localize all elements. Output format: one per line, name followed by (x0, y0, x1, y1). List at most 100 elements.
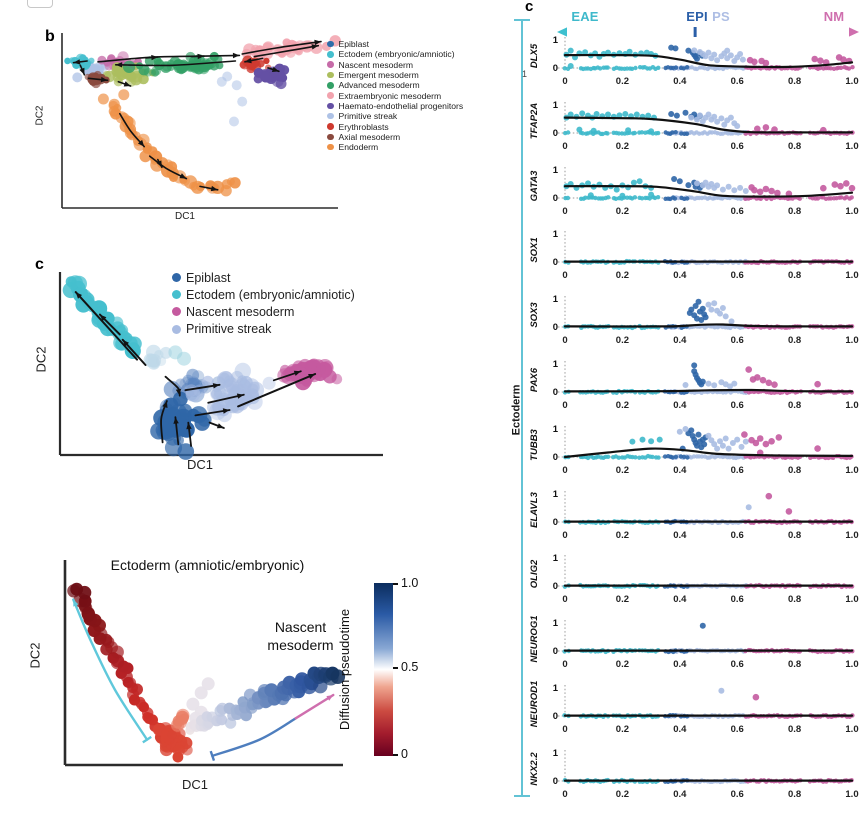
panel-b-label: b (45, 28, 55, 45)
svg-text:0: 0 (562, 594, 567, 605)
svg-text:PAX6: PAX6 (529, 367, 540, 392)
svg-text:ELAVL3: ELAVL3 (529, 491, 540, 527)
legend-swatch (327, 71, 334, 79)
legend-label: Emergent mesoderm (338, 70, 419, 81)
gene-plot: 1 0 TFAP2A 0 0.2 0.4 0.6 0.8 1.0 (529, 100, 859, 152)
svg-text:0.8: 0.8 (788, 789, 801, 800)
svg-text:1.0: 1.0 (845, 270, 858, 281)
legend-swatch (327, 133, 334, 141)
legend-swatch (327, 123, 334, 130)
colorbar-tick-label: 0.5 (401, 659, 419, 674)
svg-text:0.8: 0.8 (788, 270, 801, 281)
svg-text:0.6: 0.6 (731, 789, 744, 800)
legend-item: Epiblast (172, 269, 355, 286)
legend-swatch (327, 112, 334, 120)
gene-plot: 1 0 NEUROD1 0 0.2 0.4 0.6 0.8 1.0 (529, 681, 859, 735)
svg-text:0.4: 0.4 (673, 465, 687, 476)
svg-text:0.4: 0.4 (673, 335, 687, 346)
svg-text:1.0: 1.0 (845, 335, 858, 346)
svg-text:0.2: 0.2 (616, 76, 629, 87)
annotation-line2: mesoderm (267, 637, 334, 654)
svg-text:1: 1 (553, 165, 559, 176)
legend-item: Primitive streak (327, 111, 463, 121)
gene-row-dlx5: 1 0 DLX5 0 0.2 0.4 0.6 0.8 1.0 (525, 32, 860, 94)
legend-label: Primitive streak (338, 111, 398, 122)
legend-swatch (172, 273, 181, 283)
legend-swatch (327, 82, 334, 89)
svg-text:1.0: 1.0 (845, 76, 858, 87)
svg-text:1: 1 (553, 683, 559, 694)
svg-text:1: 1 (553, 294, 559, 305)
pseudotime-plot (63, 560, 346, 767)
svg-text:0.4: 0.4 (673, 400, 687, 411)
gene-plot: 1 0 NEUROG1 0 0.2 0.4 0.6 0.8 1.0 (529, 616, 859, 670)
legend-swatch (327, 40, 334, 48)
svg-text:0.4: 0.4 (673, 76, 687, 87)
svg-text:1.0: 1.0 (845, 530, 858, 541)
svg-text:0: 0 (562, 76, 567, 87)
svg-text:NEUROD1: NEUROD1 (529, 681, 540, 727)
legend-item: Nascent mesoderm (327, 60, 463, 70)
svg-text:0: 0 (553, 63, 558, 74)
svg-text:0.2: 0.2 (616, 530, 629, 541)
legend-label: Epiblast (338, 39, 370, 50)
pseudotime-title: Ectoderm (amniotic/embryonic) (110, 557, 305, 573)
gene-plot: 1 0 OLIG2 0 0.2 0.4 0.6 0.8 1.0 (529, 553, 859, 605)
svg-text:0.6: 0.6 (731, 335, 744, 346)
gene-row-neurog1: 1 0 NEUROG1 0 0.2 0.4 0.6 0.8 1.0 (525, 615, 860, 677)
svg-text:1: 1 (553, 424, 559, 435)
svg-text:0.2: 0.2 (616, 270, 629, 281)
lineage-stage-label: EAE (571, 9, 599, 24)
svg-text:1.0: 1.0 (845, 724, 858, 735)
colorbar-tick-label: 0 (401, 747, 408, 761)
svg-text:1.0: 1.0 (845, 206, 858, 217)
svg-text:0: 0 (553, 387, 558, 398)
svg-text:1: 1 (553, 489, 559, 500)
svg-text:TFAP2A: TFAP2A (529, 102, 540, 139)
svg-text:0: 0 (562, 530, 567, 541)
panel-c-plot (58, 272, 383, 460)
svg-text:1: 1 (553, 359, 559, 370)
svg-text:0: 0 (562, 335, 567, 346)
svg-text:0.2: 0.2 (616, 465, 629, 476)
svg-text:0.8: 0.8 (788, 465, 801, 476)
panel-b-y-axis-label: DC2 (34, 105, 46, 126)
lineage-stage-label: NM (823, 9, 845, 24)
svg-text:0.4: 0.4 (673, 530, 687, 541)
svg-text:TUBB3: TUBB3 (529, 428, 540, 460)
pseudotime-x-axis-label: DC1 (181, 777, 208, 792)
stray-axis-tick: 1 (522, 69, 528, 79)
svg-text:0.2: 0.2 (616, 594, 629, 605)
gene-row-nkx2.2: 1 0 NKX2.2 0 0.2 0.4 0.6 0.8 1.0 (525, 745, 860, 807)
svg-text:0: 0 (553, 193, 558, 204)
svg-text:0.2: 0.2 (616, 335, 629, 346)
svg-text:1.0: 1.0 (845, 659, 858, 670)
svg-text:0.2: 0.2 (616, 400, 629, 411)
legend-item: Nascent mesoderm (172, 303, 355, 320)
legend-label: Primitive streak (186, 322, 272, 337)
legend-label: Ectodem (embryonic/amniotic) (186, 287, 355, 302)
svg-text:0: 0 (562, 465, 567, 476)
legend-item: Ectodem (embryonic/amniotic) (327, 49, 463, 59)
svg-text:0.4: 0.4 (673, 594, 687, 605)
legend-item: Advanced mesoderm (327, 80, 463, 90)
svg-text:0: 0 (553, 581, 558, 592)
svg-text:1: 1 (553, 229, 559, 240)
svg-text:0.6: 0.6 (731, 724, 744, 735)
lineage-stage-label: PS (712, 9, 730, 24)
panel-c-y-axis-label: DC2 (33, 346, 49, 373)
gene-plot: 1 0 TUBB3 0 0.2 0.4 0.6 0.8 1.0 (529, 424, 859, 476)
legend-label: Nascent mesoderm (338, 59, 414, 70)
ectoderm-bracket-line (521, 20, 523, 797)
svg-text:OLIG2: OLIG2 (529, 559, 540, 588)
legend-item: Epiblast (327, 39, 463, 49)
annotation-line1: Nascent (274, 619, 327, 635)
legend-label: Erythroblasts (338, 121, 389, 132)
legend-item: Erythroblasts (327, 121, 463, 132)
lineage-stage-label: EPI (686, 9, 708, 24)
svg-text:0.2: 0.2 (616, 789, 629, 800)
legend-item: Emergent mesoderm (327, 70, 463, 80)
svg-text:0.4: 0.4 (673, 141, 687, 152)
svg-text:1.0: 1.0 (845, 594, 858, 605)
svg-text:0: 0 (562, 270, 567, 281)
